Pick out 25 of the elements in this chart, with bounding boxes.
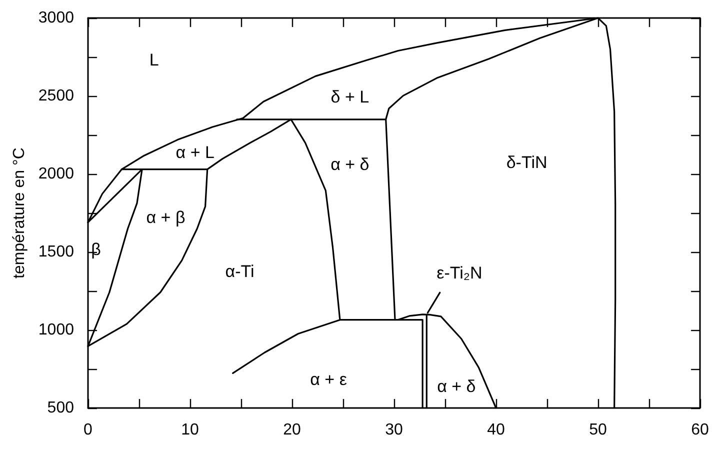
y-tick-label: 500 <box>47 400 74 416</box>
y-axis-title: température en °C <box>11 148 28 278</box>
annotation: ε-Ti₂N <box>436 264 482 283</box>
annotation: α-Ti <box>225 262 254 281</box>
annotation: α + δ <box>437 377 476 396</box>
annotation: δ-TiN <box>506 153 548 172</box>
y-tick-label: 2000 <box>38 166 74 182</box>
x-tick-label: 0 <box>84 422 93 438</box>
annotation: α + ε <box>310 370 348 390</box>
annotation: δ + L <box>330 87 370 106</box>
x-tick-label: 60 <box>691 422 709 438</box>
x-tick-label: 20 <box>283 422 301 438</box>
y-tick-label: 3000 <box>38 10 74 26</box>
x-tick-label: 40 <box>487 422 505 438</box>
annotation: α + δ <box>330 155 370 174</box>
y-tick-label: 1500 <box>38 244 74 260</box>
annotation: α + β <box>146 208 186 228</box>
x-tick-label: 30 <box>385 422 403 438</box>
annotation: α + L <box>176 143 214 162</box>
y-tick-label: 2500 <box>38 88 74 104</box>
y-tick-label: 1000 <box>38 322 74 338</box>
x-tick-label: 50 <box>589 422 607 438</box>
x-tick-label: 10 <box>181 422 199 438</box>
annotation: β <box>91 240 102 259</box>
annotation: L <box>149 50 159 70</box>
